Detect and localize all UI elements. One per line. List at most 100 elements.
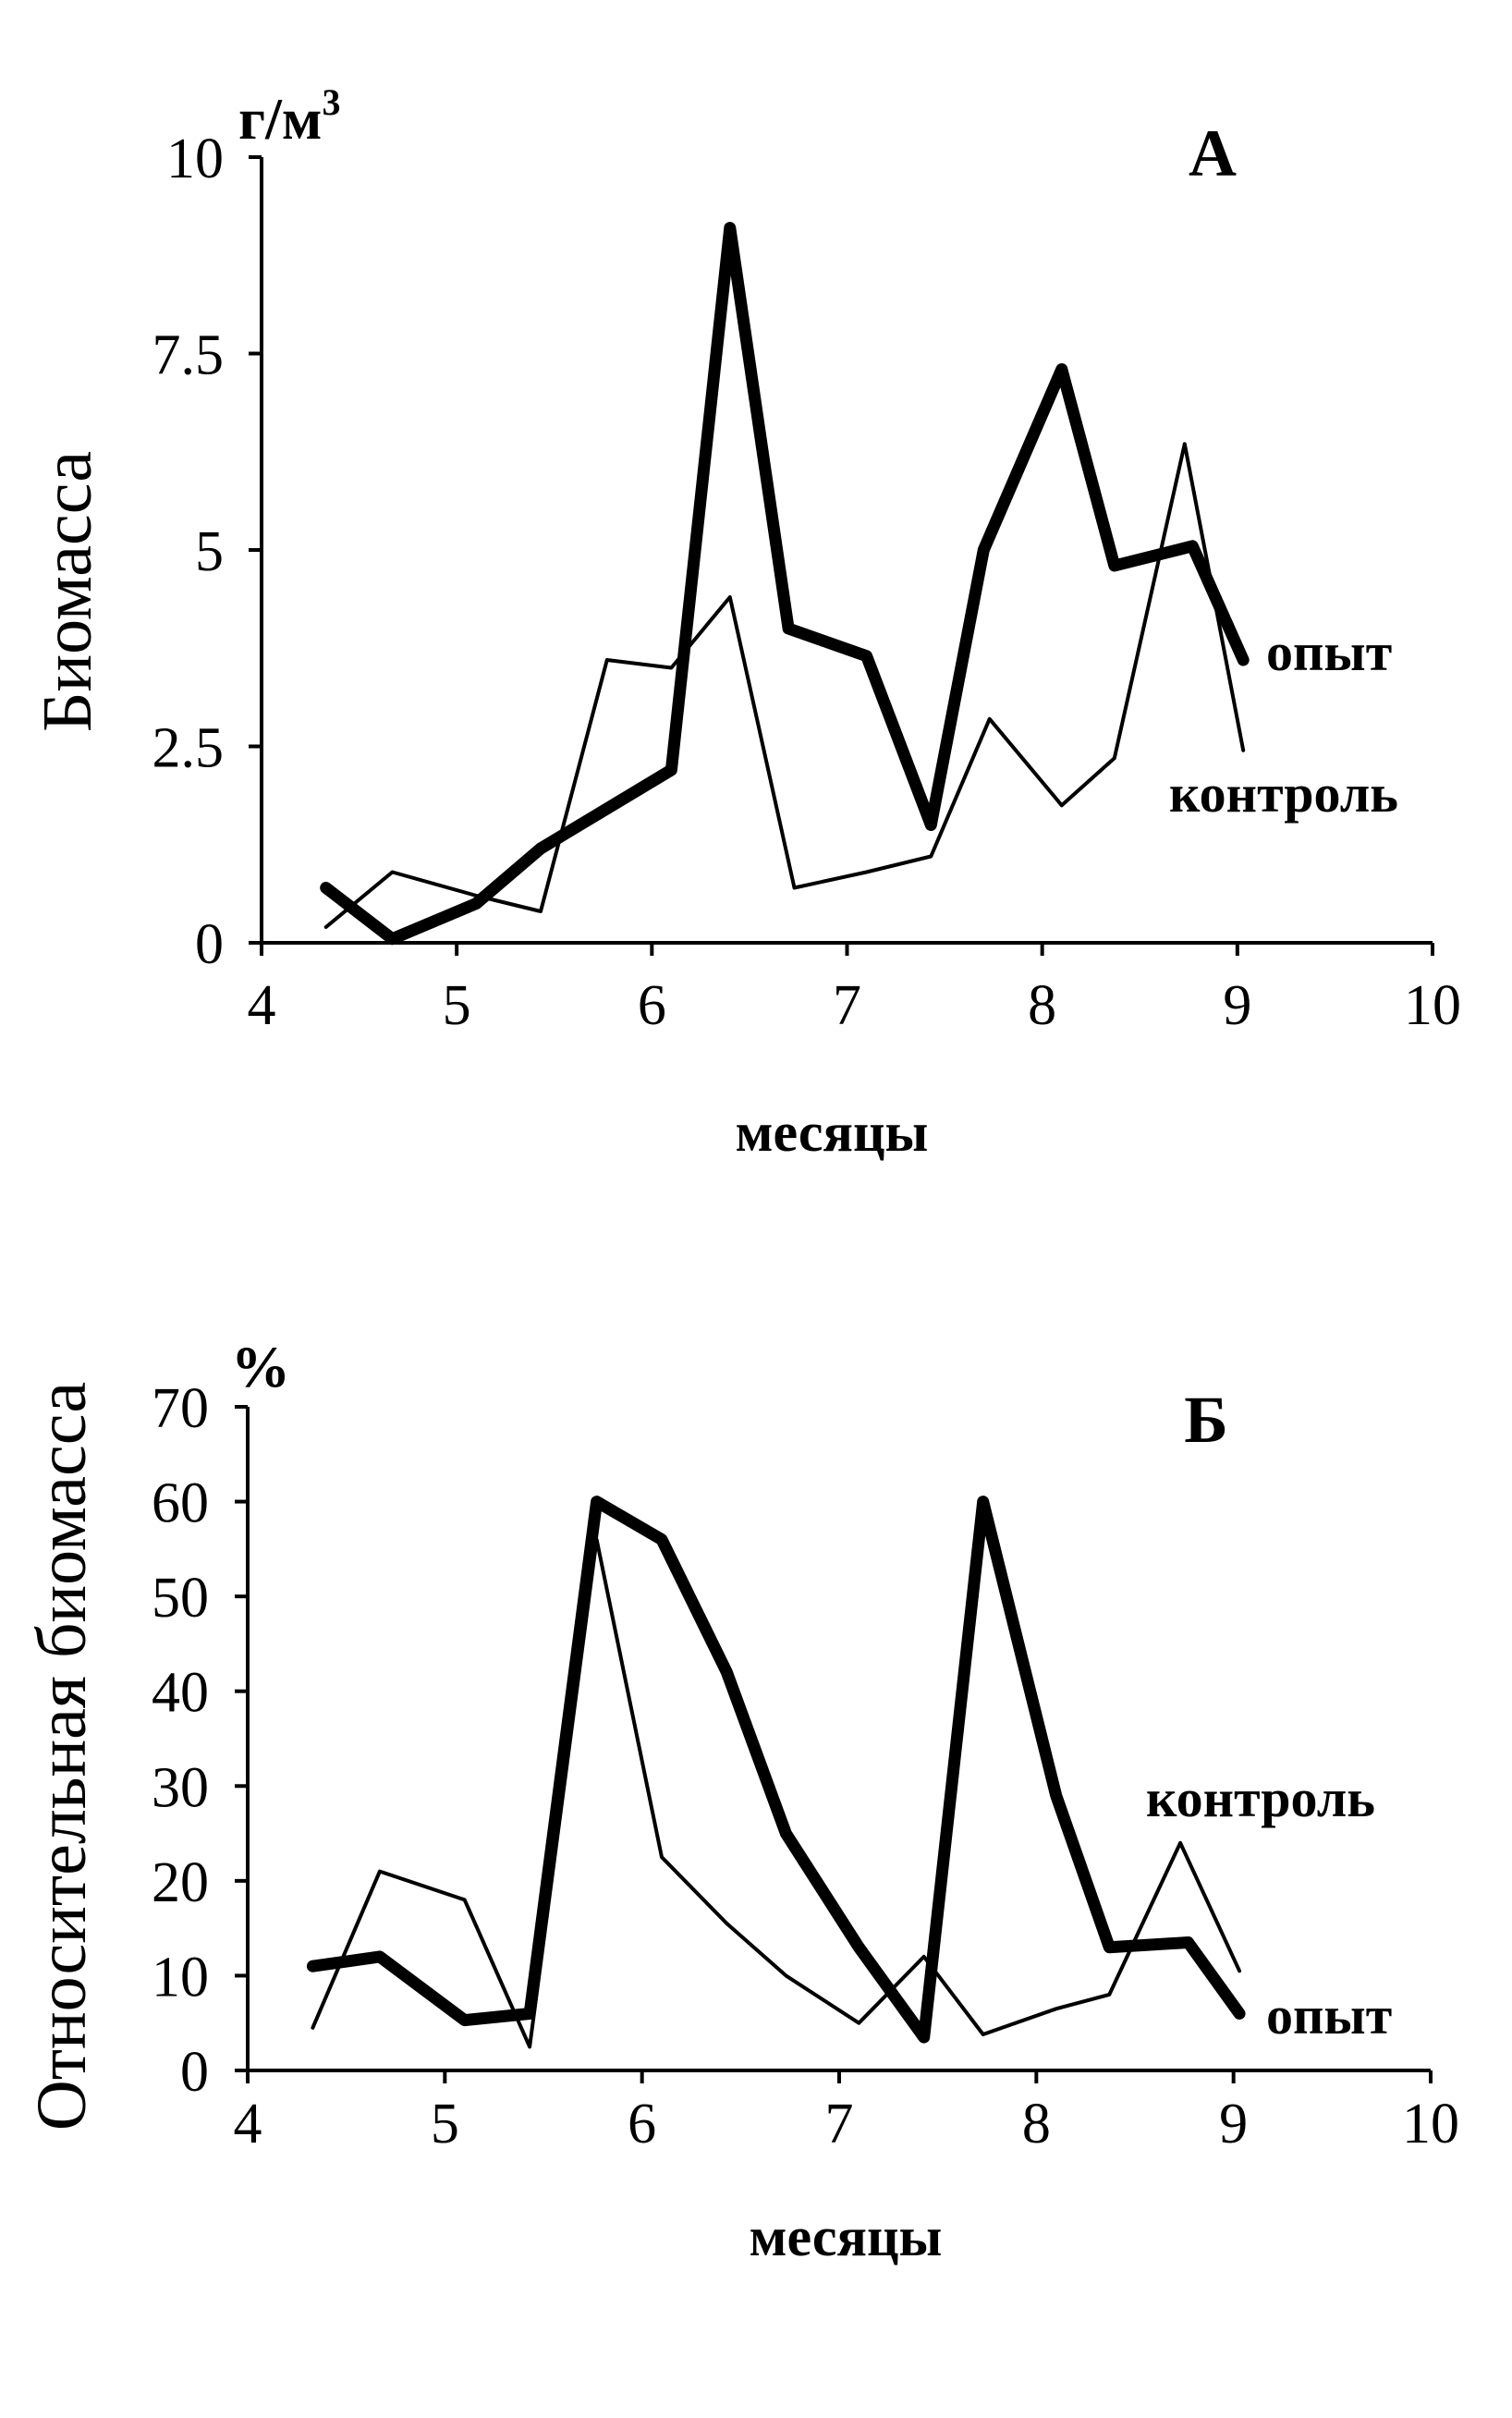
chart-a-x-axis-label: месяцы — [736, 1102, 929, 1163]
chart-b-y-tick-label: 0 — [180, 2041, 209, 2104]
chart-a-y-axis-label: Биомасса — [29, 451, 106, 732]
chart-b-point-opyt — [593, 1498, 600, 1505]
chart-b-point-kontrol — [660, 1855, 664, 1859]
chart-a-point-kontrol — [669, 666, 673, 669]
chart-b-points — [310, 1498, 1243, 2048]
chart-a-series-line-opyt — [320, 222, 1250, 946]
chart-a-point-kontrol — [1241, 749, 1245, 752]
chart-a-point-kontrol — [728, 595, 732, 599]
chart-a-point-kontrol — [1113, 756, 1116, 760]
chart-b-point-opyt — [527, 2010, 533, 2017]
chart-a-point-opyt — [1189, 543, 1196, 549]
chart-a-x-tick-label: 5 — [443, 974, 471, 1037]
chart-a: 0 2.5 5 7.5 10 4 5 6 7 8 9 10 г/м3 А Биомасса меся… — [29, 81, 1461, 1163]
chart-b-point-opyt — [921, 2034, 927, 2041]
chart-a-unit: г/м3 — [238, 81, 340, 152]
chart-b-point-kontrol — [857, 2021, 860, 2025]
chart-b-unit: % — [231, 1334, 290, 1399]
chart-a-point-kontrol — [605, 658, 609, 662]
chart-b-x-tick-label: 9 — [1219, 2093, 1248, 2155]
chart-b-point-opyt — [1185, 1939, 1191, 1946]
chart-a-y-tick-label: 5 — [195, 520, 224, 583]
chart-a-point-opyt — [473, 900, 480, 907]
chart-b-point-kontrol — [784, 1973, 787, 1977]
chart-b-point-opyt — [1053, 1792, 1059, 1799]
chart-b-point-opyt — [1237, 2010, 1243, 2017]
chart-a-x-tick-label: 6 — [638, 974, 666, 1037]
chart-a-plot: 0 2.5 5 7.5 10 4 5 6 7 8 9 10 — [152, 128, 1462, 1037]
chart-b-point-opyt — [856, 1944, 862, 1950]
chart-a-point-opyt — [786, 626, 792, 631]
chart-a-point-kontrol — [474, 894, 478, 898]
chart-a-point-kontrol — [865, 871, 869, 873]
chart-a-point-opyt — [389, 935, 396, 942]
chart-a-y-tick-label: 7.5 — [152, 324, 225, 387]
chart-b-x-tick-label: 8 — [1022, 2093, 1051, 2155]
chart-a-x-tick-label: 9 — [1223, 974, 1251, 1037]
chart-b-series-line-opyt — [306, 1496, 1246, 2044]
chart-a-point-opyt — [981, 547, 987, 553]
chart-a-point-opyt — [1240, 657, 1247, 663]
chart-a-x-tick-label: 7 — [833, 974, 861, 1037]
chart-a-point-opyt — [863, 653, 870, 659]
chart-b-x-tick-label: 5 — [431, 2093, 459, 2155]
chart-b-x-axis-label: месяцы — [750, 2206, 943, 2267]
chart-b-y-tick-label: 50 — [152, 1567, 209, 1630]
chart-a-x-tick-label: 8 — [1028, 974, 1056, 1037]
chart-a-point-opyt — [323, 885, 329, 891]
chart-a-point-opyt — [668, 767, 675, 773]
chart-b-x-tick-label: 4 — [234, 2093, 262, 2155]
chart-a-point-opyt — [537, 846, 543, 851]
chart-a-x-tick-label: 4 — [248, 974, 276, 1037]
chart-b-point-opyt — [783, 1830, 789, 1837]
chart-a-y-tick-label: 10 — [166, 128, 224, 190]
chart-a-y-ticks: 0 2.5 5 7.5 10 — [152, 128, 262, 976]
chart-b-point-kontrol — [1178, 1841, 1182, 1845]
chart-b-point-opyt — [310, 1963, 316, 1970]
chart-a-point-opyt — [1111, 563, 1117, 568]
chart-b-point-opyt — [724, 1669, 730, 1676]
chart-a-x-tick-label: 10 — [1404, 974, 1461, 1037]
chart-a-point-kontrol — [539, 910, 543, 913]
chart-b-x-tick-label: 7 — [825, 2093, 854, 2155]
chart-b-x-ticks: 4 5 6 7 8 9 10 — [234, 2070, 1459, 2155]
chart-a-point-opyt — [1058, 366, 1065, 372]
chart-a-unit-text: г/м — [238, 86, 322, 152]
chart-b-y-tick-label: 70 — [152, 1377, 209, 1440]
chart-b-point-opyt — [659, 1536, 665, 1543]
chart-b-point-kontrol — [982, 2033, 985, 2036]
chart-b-y-tick-label: 60 — [152, 1472, 209, 1535]
chart-b-x-tick-label: 10 — [1402, 2093, 1459, 2155]
chart-a-point-kontrol — [929, 855, 933, 858]
chart-b-y-tick-label: 30 — [152, 1756, 209, 1819]
chart-a-label-kontrol: контроль — [1169, 763, 1398, 824]
chart-b-plot: 0 10 20 30 40 50 60 70 4 5 6 7 8 9 10 — [152, 1377, 1459, 2155]
chart-a-y-tick-label: 2.5 — [152, 717, 225, 780]
chart-a-point-kontrol — [988, 717, 992, 721]
chart-b: 0 10 20 30 40 50 60 70 4 5 6 7 8 9 10 % Б Относительн… — [23, 1334, 1459, 2267]
chart-a-point-kontrol — [792, 886, 796, 889]
chart-a-point-opyt — [726, 225, 733, 231]
chart-b-label-kontrol: контроль — [1146, 1768, 1375, 1828]
chart-b-point-opyt — [980, 1498, 986, 1505]
chart-b-point-opyt — [461, 2017, 468, 2023]
chart-b-label-opyt: опыт — [1266, 1985, 1392, 2046]
chart-b-point-kontrol — [463, 1898, 467, 1901]
chart-a-points — [323, 225, 1247, 942]
chart-b-point-kontrol — [1055, 2007, 1058, 2010]
chart-b-point-kontrol — [725, 1922, 728, 1925]
chart-b-x-tick-label: 6 — [628, 2093, 656, 2155]
chart-b-y-axis-label: Относительная биомасса — [23, 1382, 101, 2131]
chart-a-unit-superscript: 3 — [322, 81, 340, 123]
chart-a-point-opyt — [928, 822, 934, 828]
chart-b-point-kontrol — [595, 1538, 599, 1542]
chart-b-point-kontrol — [311, 2026, 314, 2030]
chart-b-point-opyt — [376, 1953, 383, 1960]
chart-a-point-kontrol — [1183, 442, 1187, 446]
chart-b-point-opyt — [1106, 1944, 1113, 1950]
chart-a-point-kontrol — [1060, 803, 1064, 807]
chart-b-point-kontrol — [1107, 1993, 1111, 1997]
chart-b-y-tick-label: 20 — [152, 1851, 209, 1914]
chart-a-x-ticks: 4 5 6 7 8 9 10 — [248, 943, 1461, 1037]
